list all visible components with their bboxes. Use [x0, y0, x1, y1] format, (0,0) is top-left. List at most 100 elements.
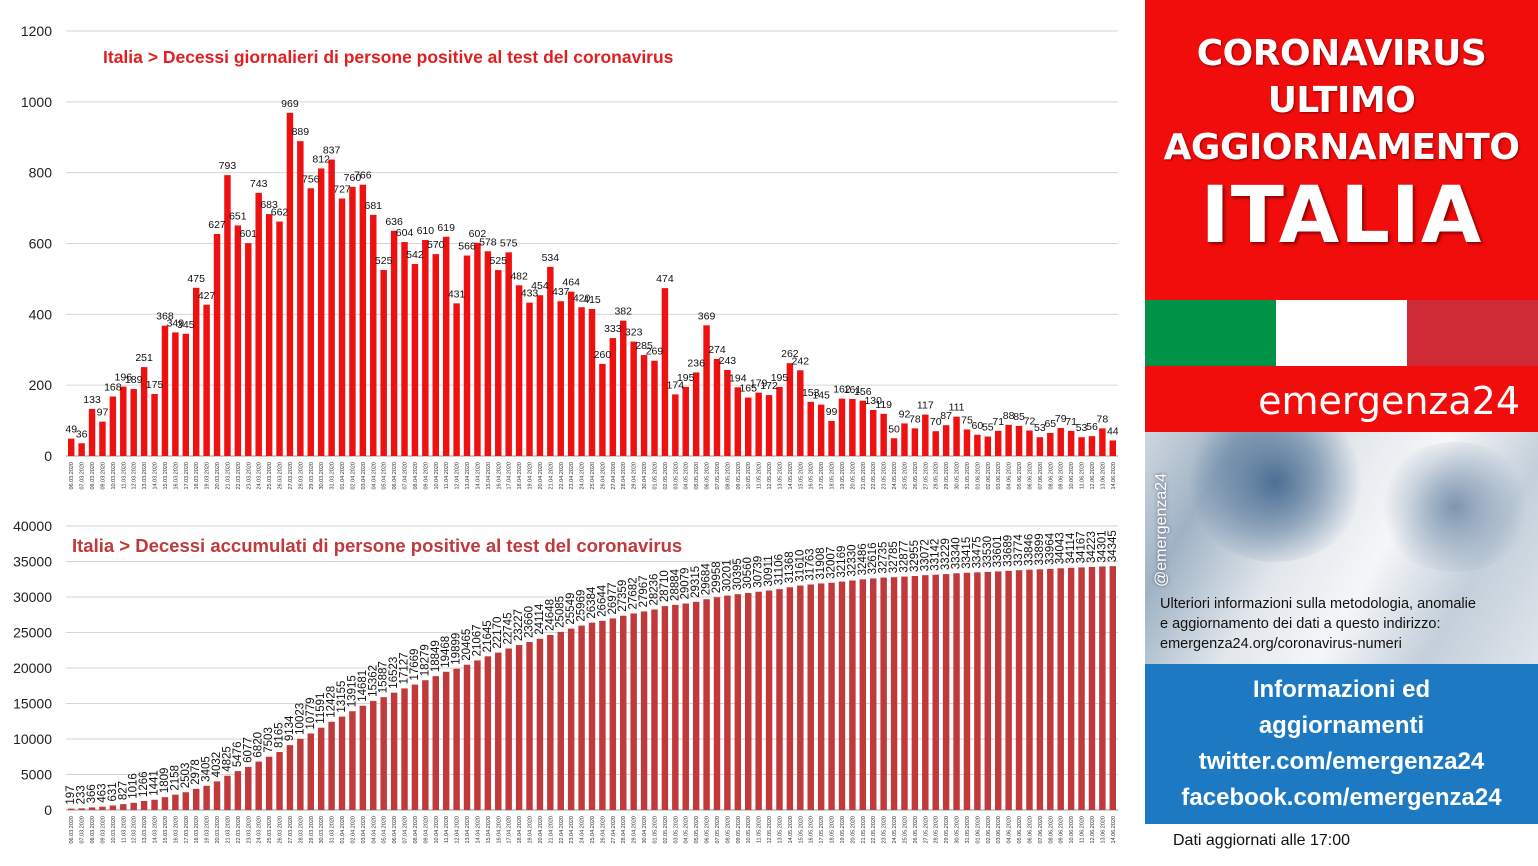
note-link[interactable]: emergenza24.org/coronavirus-numeri	[1160, 636, 1402, 652]
x-tick-label: 13.03.2020	[142, 816, 148, 844]
bar	[682, 386, 689, 456]
bar	[505, 648, 512, 810]
x-tick-label: 08.05.2020	[725, 462, 731, 490]
x-tick-label: 31.03.2020	[330, 462, 336, 490]
bar	[745, 593, 752, 810]
data-label: 793	[219, 160, 237, 172]
bar	[234, 225, 242, 456]
bar	[567, 291, 575, 456]
cumulative-chart-title: Italia > Decessi accumulati di persone p…	[72, 535, 682, 556]
bar	[880, 413, 887, 456]
x-tick-label: 13.06.2020	[1100, 462, 1106, 490]
bar	[120, 386, 127, 456]
bar	[1015, 425, 1023, 456]
data-label: 44	[1107, 425, 1119, 437]
data-label: 2503	[180, 763, 192, 789]
bar	[974, 434, 981, 456]
data-label: 24114	[534, 603, 546, 635]
bar	[151, 799, 158, 810]
x-tick-label: 23.03.2020	[246, 816, 252, 844]
data-label: 33899	[1034, 533, 1046, 565]
data-label: 10023	[294, 703, 306, 735]
data-label: 262	[781, 348, 799, 360]
x-tick-label: 22.05.2020	[871, 462, 877, 490]
bar	[151, 394, 158, 456]
data-label: 24648	[544, 599, 556, 631]
bar	[1099, 428, 1106, 456]
bar	[203, 304, 210, 456]
bar	[942, 425, 950, 456]
bar	[349, 186, 356, 457]
bar	[953, 573, 960, 810]
bar	[922, 414, 929, 456]
data-label: 33340	[951, 537, 963, 569]
bar	[192, 788, 200, 810]
x-tick-label: 26.04.2020	[600, 816, 606, 844]
x-tick-label: 18.05.2020	[830, 816, 836, 844]
x-tick-label: 25.05.2020	[902, 462, 908, 490]
data-label: 196	[115, 372, 133, 384]
x-tick-label: 18.04.2020	[517, 462, 523, 490]
info-line: aggiornamenti	[1258, 712, 1425, 739]
bar	[390, 692, 398, 810]
data-label: 3405	[201, 756, 213, 782]
x-tick-label: 12.04.2020	[455, 462, 461, 490]
data-label: 766	[354, 170, 372, 182]
data-label: 179	[750, 378, 768, 390]
y-tick-label: 0	[44, 448, 52, 464]
x-tick-label: 06.06.2020	[1027, 816, 1033, 844]
bar	[130, 389, 137, 456]
x-tick-label: 10.05.2020	[746, 816, 752, 844]
bar	[67, 438, 75, 456]
x-tick-label: 18.05.2020	[830, 462, 836, 490]
x-tick-label: 22.05.2020	[871, 816, 877, 844]
bar	[1099, 566, 1106, 810]
x-tick-label: 11.03.2020	[121, 816, 127, 843]
bar	[609, 338, 617, 456]
bar	[630, 341, 637, 456]
x-tick-label: 12.05.2020	[767, 816, 773, 844]
bar	[67, 808, 75, 810]
bar	[599, 363, 606, 456]
x-tick-label: 10.04.2020	[434, 816, 440, 844]
facebook-link[interactable]: facebook.com/emergenza24	[1181, 784, 1502, 811]
data-label: 56	[1086, 421, 1098, 433]
x-tick-label: 15.03.2020	[163, 816, 169, 844]
brand-banner: emergenza24	[1145, 366, 1538, 432]
data-label: 683	[260, 199, 278, 211]
x-tick-label: 03.06.2020	[996, 462, 1002, 490]
data-label: 71	[1065, 416, 1077, 428]
bar	[495, 652, 502, 810]
bar	[672, 394, 679, 456]
bar	[1078, 437, 1085, 456]
bar	[213, 233, 221, 456]
x-tick-label: 28.04.2020	[621, 816, 627, 844]
bar	[463, 664, 471, 810]
bar	[640, 611, 648, 810]
data-label: 10779	[305, 697, 317, 729]
bar	[651, 609, 658, 810]
x-tick-label: 26.03.2020	[278, 816, 284, 844]
data-label: 36	[76, 428, 88, 440]
bar	[734, 387, 742, 456]
x-tick-label: 13.04.2020	[465, 462, 471, 490]
data-label: 727	[333, 184, 351, 196]
data-label: 243	[719, 355, 737, 367]
bar	[338, 716, 346, 810]
x-tick-label: 11.05.2020	[757, 462, 763, 489]
x-tick-label: 06.06.2020	[1027, 462, 1033, 490]
data-label: 92	[899, 408, 911, 420]
x-tick-label: 25.04.2020	[590, 816, 596, 844]
data-label: 197	[65, 785, 77, 804]
x-tick-label: 30.05.2020	[955, 462, 961, 490]
data-label: 189	[125, 374, 143, 386]
x-tick-label: 27.03.2020	[288, 462, 294, 490]
bar	[182, 333, 190, 456]
data-label: 760	[344, 172, 362, 184]
bar	[401, 688, 408, 810]
data-label: 525	[489, 255, 507, 267]
x-tick-label: 13.03.2020	[142, 462, 148, 490]
twitter-link[interactable]: twitter.com/emergenza24	[1198, 748, 1485, 775]
x-tick-label: 08.03.2020	[90, 462, 96, 490]
